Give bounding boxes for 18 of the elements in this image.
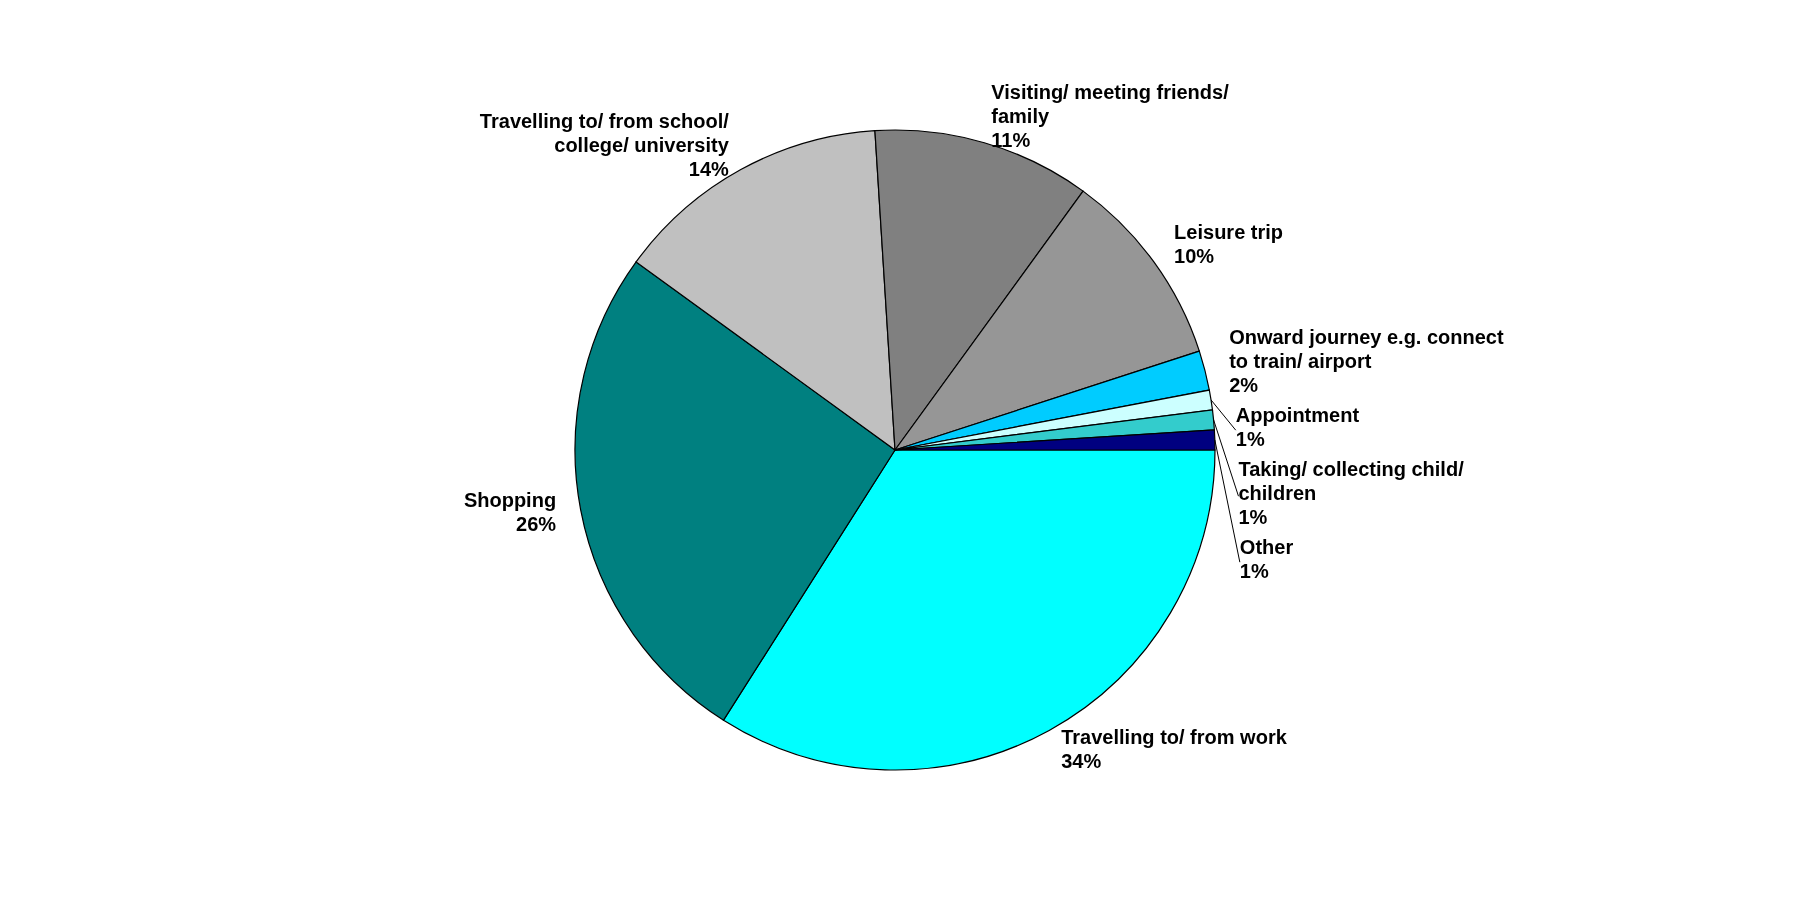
data-label: 34% [1061,750,1102,773]
data-label: 10% [1174,245,1215,268]
slice-label: Shopping [463,488,557,511]
slice-label: Appointment [1235,404,1360,427]
data-label: 26% [516,512,557,535]
data-label: 14% [688,157,730,180]
slice-label: Leisure trip [1174,221,1284,244]
data-label: 1% [1235,428,1265,451]
slice-label: Travelling to/ from school/ college/ university [479,109,730,156]
data-label: 1% [1239,560,1269,583]
slice-label: Visiting/ meeting friends/ family [991,80,1230,127]
slice-label: Travelling to/ from work [1061,726,1288,749]
slice-label: Taking/ collecting child/ children [1238,458,1465,505]
data-label: 2% [1229,374,1259,397]
slice-label: Onward journey e.g. connect to train/ airport [1229,326,1504,373]
slice-label: Other [1239,536,1294,559]
data-label: 1% [1238,506,1268,529]
data-label: 11% [991,128,1031,151]
